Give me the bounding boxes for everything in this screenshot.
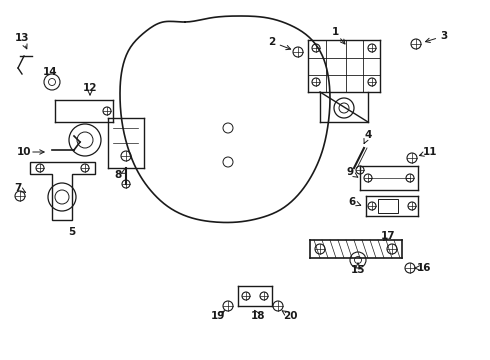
Text: 4: 4: [364, 130, 372, 140]
Text: 12: 12: [83, 83, 97, 93]
Text: 2: 2: [269, 37, 275, 47]
Text: 9: 9: [346, 167, 354, 177]
Text: 16: 16: [417, 263, 431, 273]
Text: 11: 11: [423, 147, 437, 157]
Bar: [378, 199, 398, 213]
Text: 10: 10: [17, 147, 31, 157]
Text: 1: 1: [331, 27, 339, 37]
Text: 14: 14: [43, 67, 57, 77]
Text: 8: 8: [114, 170, 122, 180]
Text: 20: 20: [283, 311, 297, 321]
Text: 19: 19: [211, 311, 225, 321]
Text: 7: 7: [14, 183, 22, 193]
Text: 17: 17: [381, 231, 395, 241]
Text: 18: 18: [251, 311, 265, 321]
Text: 5: 5: [69, 227, 75, 237]
Text: 6: 6: [348, 197, 356, 207]
Text: 3: 3: [441, 31, 448, 41]
Text: 13: 13: [15, 33, 29, 43]
Text: 15: 15: [351, 265, 365, 275]
